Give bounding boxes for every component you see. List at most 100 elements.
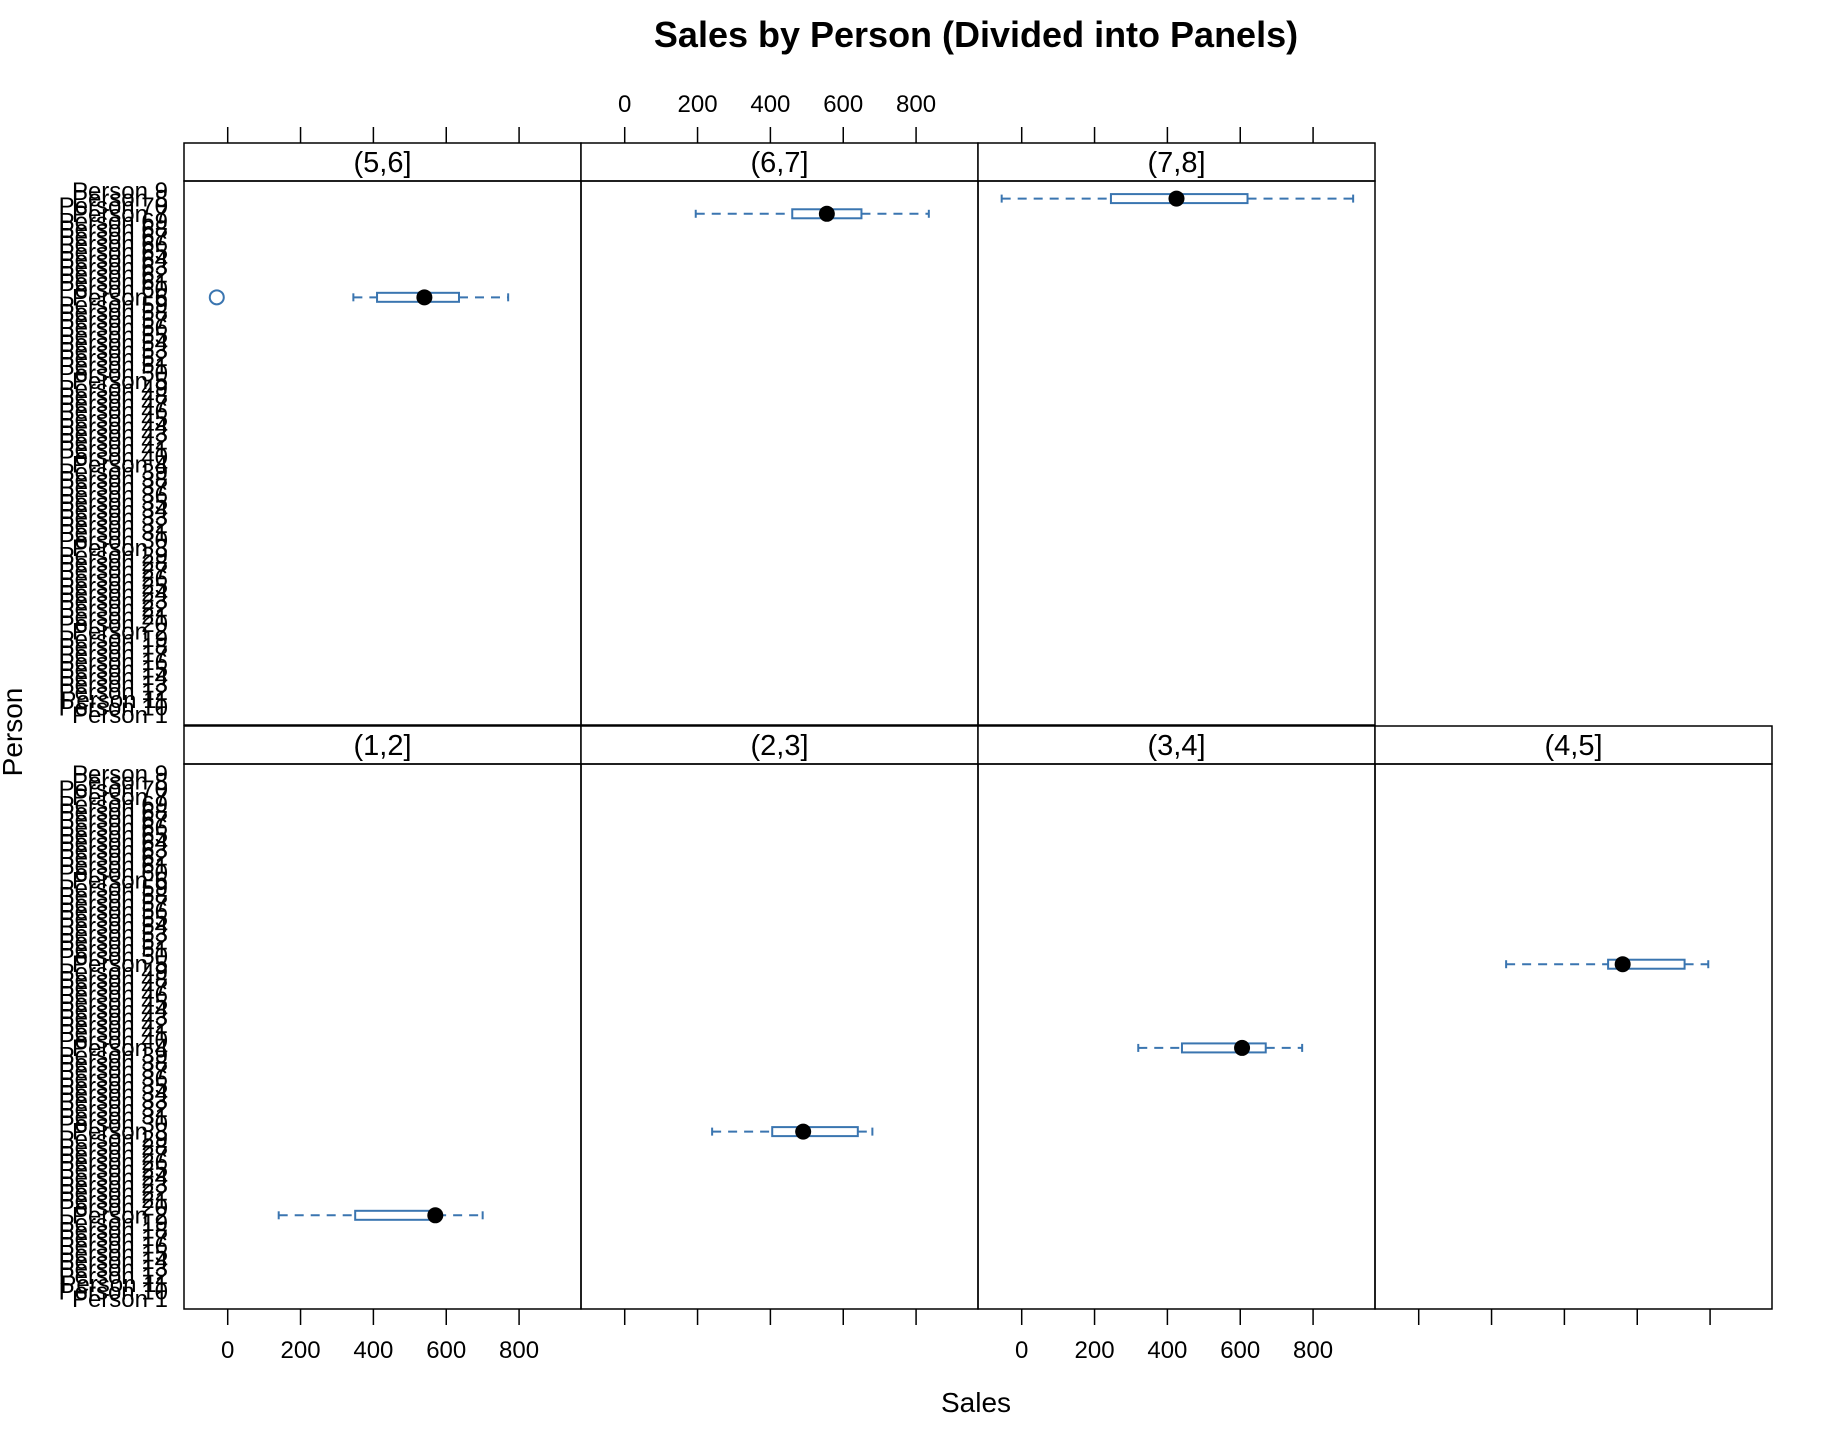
box-iqr bbox=[771, 1126, 859, 1138]
y-tick-label: Person 10 bbox=[59, 1278, 168, 1305]
panel-frame bbox=[580, 180, 979, 726]
outlier-point bbox=[208, 289, 225, 306]
y-tick-label: Person 7 bbox=[72, 201, 168, 228]
y-tick-label: Person 22 bbox=[59, 596, 168, 623]
x-tick-label: 800 bbox=[1293, 1337, 1333, 1364]
x-tick-label: 600 bbox=[1220, 1337, 1260, 1364]
y-tick-label: Person 31 bbox=[59, 520, 168, 547]
y-tick-label: Person 29 bbox=[59, 1126, 168, 1153]
y-tick-label: Person 15 bbox=[59, 1240, 168, 1267]
y-tick-label: Person 41 bbox=[59, 1020, 168, 1047]
y-tick-label: Person 43 bbox=[59, 421, 168, 448]
y-tick-label: Person 18 bbox=[59, 1218, 168, 1245]
x-tick-label: 200 bbox=[678, 91, 718, 118]
y-tick-label: Person 1 bbox=[72, 1286, 168, 1313]
y-tick-label: Person 52 bbox=[59, 345, 168, 372]
panel-strip-label: (2,3] bbox=[750, 730, 808, 762]
x-axis-top-col-2: 0 200 400 600 800 bbox=[618, 91, 936, 143]
box-iqr bbox=[354, 1209, 439, 1221]
box-person-6 bbox=[208, 289, 510, 306]
panel-strip bbox=[183, 725, 582, 765]
y-tick-label: Person 12 bbox=[59, 679, 168, 706]
x-axis-top-col-3 bbox=[1020, 127, 1314, 143]
y-tick-label: Person 2 bbox=[72, 618, 168, 645]
y-tick-label: Person 50 bbox=[59, 944, 168, 971]
y-tick-label: Person 46 bbox=[59, 982, 168, 1009]
y-tick-label: Person 47 bbox=[59, 391, 168, 418]
panel-strip bbox=[977, 725, 1376, 765]
y-tick-label: Person 63 bbox=[59, 837, 168, 864]
y-tick-label: Person 10 bbox=[59, 694, 168, 721]
box-person-5 bbox=[1505, 956, 1710, 973]
y-tick-label: Person 57 bbox=[59, 890, 168, 917]
y-tick-label: Person 55 bbox=[59, 322, 168, 349]
y-tick-label: Person 66 bbox=[59, 814, 168, 841]
y-tick-label: Person 67 bbox=[59, 807, 168, 834]
panel-strip-label: (1,2] bbox=[353, 730, 411, 762]
y-tick-label: Person 21 bbox=[59, 603, 168, 630]
panel-(7,8]: (7,8] bbox=[977, 142, 1376, 726]
median-dot bbox=[795, 1123, 812, 1140]
y-tick-label: Person 59 bbox=[59, 292, 168, 319]
y-tick-label: Person 27 bbox=[59, 1141, 168, 1168]
y-tick-label: Person 8 bbox=[72, 769, 168, 796]
box-person-2 bbox=[277, 1207, 484, 1224]
y-tick-label: Person 5 bbox=[72, 368, 168, 395]
y-tick-label: Person 39 bbox=[59, 459, 168, 486]
y-tick-label: Person 16 bbox=[59, 1233, 168, 1260]
y-tick-label: Person 42 bbox=[59, 1012, 168, 1039]
median-dot bbox=[427, 1207, 444, 1224]
y-tick-label: Person 23 bbox=[59, 1172, 168, 1199]
panel-(5,6]: (5,6] bbox=[183, 142, 582, 726]
x-axis-bottom-col-1: 0 200 400 600 800 bbox=[221, 1309, 539, 1364]
y-tick-label: Person 6 bbox=[72, 868, 168, 895]
y-tick-label: Person 42 bbox=[59, 429, 168, 456]
y-tick-label: Person 65 bbox=[59, 822, 168, 849]
y-tick-label: Person 29 bbox=[59, 543, 168, 570]
y-tick-label: Person 69 bbox=[59, 791, 168, 818]
x-tick-label: 800 bbox=[896, 91, 936, 118]
y-axis-label: Person bbox=[0, 688, 28, 777]
y-tick-label: Person 35 bbox=[59, 1073, 168, 1100]
x-tick-label: 0 bbox=[618, 91, 631, 118]
x-tick-label: 800 bbox=[499, 1337, 539, 1364]
y-tick-label: Person 56 bbox=[59, 315, 168, 342]
y-tick-label: Person 33 bbox=[59, 1088, 168, 1115]
y-tick-label: Person 2 bbox=[72, 1202, 168, 1229]
panel-(6,7]: (6,7] bbox=[580, 142, 979, 726]
y-tick-label: Person 20 bbox=[59, 611, 168, 638]
y-tick-label: Person 3 bbox=[72, 1119, 168, 1146]
y-tick-label: Person 64 bbox=[59, 246, 168, 273]
y-tick-label: Person 24 bbox=[59, 580, 168, 607]
y-tick-label: Person 5 bbox=[72, 951, 168, 978]
y-tick-label: Person 60 bbox=[59, 277, 168, 304]
x-tick-label: 400 bbox=[1147, 1337, 1187, 1364]
y-tick-label: Person 21 bbox=[59, 1187, 168, 1214]
y-tick-label: Person 38 bbox=[59, 1050, 168, 1077]
y-tick-label: Person 39 bbox=[59, 1043, 168, 1070]
y-tick-label: Person 8 bbox=[72, 186, 168, 213]
y-tick-label: Person 38 bbox=[59, 467, 168, 494]
box-person-7 bbox=[694, 205, 930, 222]
y-tick-label: Person 62 bbox=[59, 845, 168, 872]
x-axis-bottom-col-4 bbox=[1417, 1309, 1711, 1325]
y-tick-label: Person 33 bbox=[59, 505, 168, 532]
y-tick-label: Person 12 bbox=[59, 1263, 168, 1290]
y-tick-label: Person 49 bbox=[59, 959, 168, 986]
y-tick-label: Person 4 bbox=[72, 451, 168, 478]
panel-strip bbox=[580, 725, 979, 765]
y-tick-label: Person 1 bbox=[72, 702, 168, 729]
panel-strip-label: (3,4] bbox=[1147, 730, 1205, 762]
y-tick-label: Person 69 bbox=[59, 208, 168, 235]
y-tick-label: Person 46 bbox=[59, 398, 168, 425]
y-tick-label: Person 23 bbox=[59, 588, 168, 615]
box-person-3 bbox=[711, 1123, 874, 1140]
median-dot bbox=[1614, 956, 1631, 973]
panel-frame bbox=[977, 180, 1376, 726]
y-tick-label: Person 65 bbox=[59, 239, 168, 266]
y-tick-label: Person 13 bbox=[59, 1256, 168, 1283]
y-tick-label: Person 58 bbox=[59, 883, 168, 910]
y-tick-label: Person 14 bbox=[59, 664, 168, 691]
